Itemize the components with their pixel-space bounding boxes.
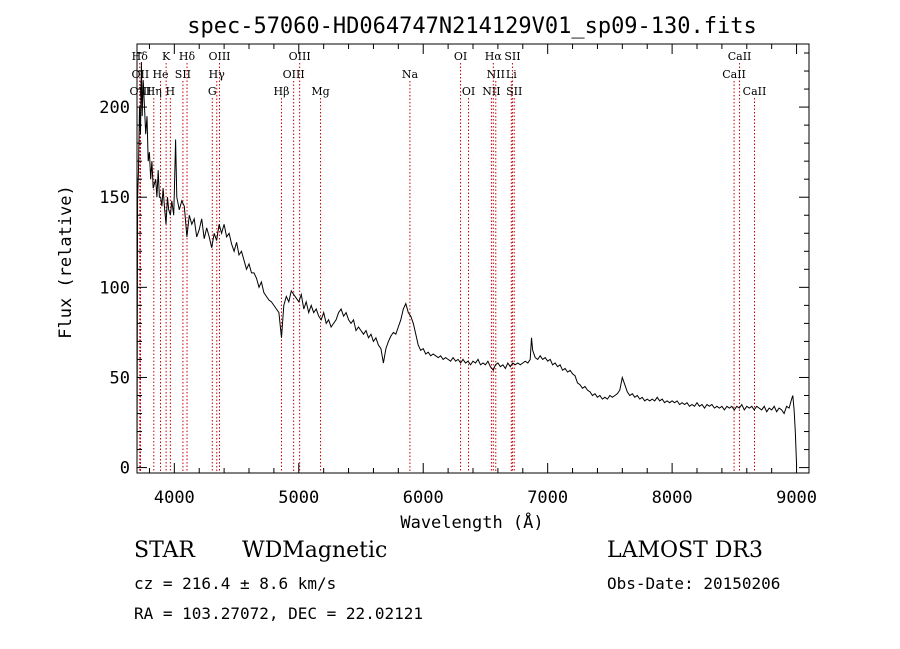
x-tick-label: 6000 xyxy=(403,488,444,508)
line-marker-label: NII xyxy=(487,68,505,81)
object-type: STAR xyxy=(134,538,195,563)
line-marker-label: Hδ xyxy=(179,50,196,63)
observation-date: Obs-Date: 20150206 xyxy=(607,574,781,593)
y-tick-label: 100 xyxy=(99,278,130,298)
line-marker-label: H xyxy=(166,85,176,98)
line-marker-label: SII xyxy=(506,85,522,98)
x-tick-label: 4000 xyxy=(154,488,195,508)
line-marker-label: Hη xyxy=(146,85,162,98)
line-marker-label: OIII xyxy=(289,50,311,63)
line-marker-label: OI xyxy=(454,50,467,63)
line-marker-label: OIII xyxy=(283,68,305,81)
line-marker-label: NII xyxy=(482,85,500,98)
spectrum-line xyxy=(136,61,798,468)
line-marker-label: Hα xyxy=(485,50,503,63)
line-marker-label: SII xyxy=(175,68,191,81)
y-tick-label: 50 xyxy=(110,368,130,388)
x-tick-label: 8000 xyxy=(652,488,693,508)
object-subclass: WDMagnetic xyxy=(242,538,388,563)
redshift-cz: cz = 216.4 ± 8.6 km/s xyxy=(134,574,337,593)
line-marker-label: G xyxy=(208,85,217,98)
line-marker-label: SII xyxy=(504,50,520,63)
x-tick-label: 7000 xyxy=(527,488,568,508)
line-marker-label: Mg xyxy=(311,85,329,98)
line-marker-label: Hγ xyxy=(209,68,226,81)
y-tick-label: 0 xyxy=(120,459,130,479)
plot-frame xyxy=(136,43,810,474)
chart-title: spec-57060-HD064747N214129V01_sp09-130.f… xyxy=(187,14,757,39)
line-marker-label: K xyxy=(162,50,171,63)
line-marker-label: Hβ xyxy=(274,85,290,98)
line-marker-label: Li xyxy=(506,68,517,81)
survey-name: LAMOST DR3 xyxy=(607,538,763,563)
line-marker-label: OII xyxy=(132,68,150,81)
y-tick-label: 200 xyxy=(99,98,130,118)
line-marker-label: CaII xyxy=(728,50,752,63)
line-marker-label: He xyxy=(152,68,168,81)
line-marker-label: OI xyxy=(462,85,475,98)
x-axis-label: Wavelength (Å) xyxy=(400,511,543,533)
axis-ticks: 4000 5000 6000 7000 8000 9000 0 50 100 150 200 xyxy=(99,44,817,508)
line-marker-label: OIII xyxy=(129,85,151,98)
x-tick-label: 5000 xyxy=(278,488,319,508)
line-marker-label: Na xyxy=(402,68,419,81)
line-marker-label: OIII xyxy=(208,50,230,63)
line-marker-label: Hδ xyxy=(132,50,149,63)
ra-dec-coordinates: RA = 103.27072, DEC = 22.02121 xyxy=(134,604,423,623)
line-marker-label: CaII xyxy=(722,68,746,81)
y-tick-label: 150 xyxy=(99,188,130,208)
y-axis-label: Flux (relative) xyxy=(56,185,76,339)
line-marker-label: CaII xyxy=(743,85,767,98)
x-tick-label: 9000 xyxy=(776,488,817,508)
